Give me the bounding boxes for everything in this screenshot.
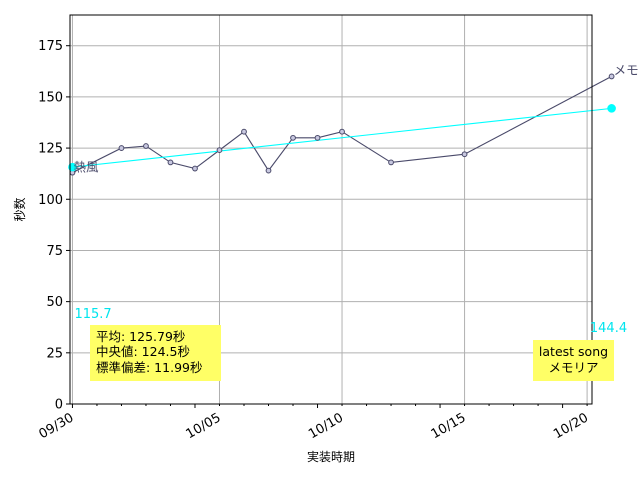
data-point <box>216 147 223 154</box>
song-duration-line <box>72 75 612 174</box>
data-point <box>461 151 468 158</box>
y-tick-label: 125 <box>38 142 63 157</box>
data-point <box>118 145 125 151</box>
trend-endpoint <box>607 104 616 113</box>
stats-box: 平均: 125.79秒 中央値: 124.5秒 標準偏差: 11.99秒 <box>90 325 221 381</box>
y-tick-label: 0 <box>55 398 63 413</box>
data-point <box>167 159 174 166</box>
x-tick-label: 10/10 <box>306 410 346 442</box>
stats-box-background <box>90 325 221 381</box>
data-point <box>265 167 272 174</box>
first-song-annotation: 熱風 <box>73 160 99 175</box>
x-tick-label: 10/15 <box>429 410 469 442</box>
x-tick-label: 10/05 <box>184 410 224 442</box>
series-layer <box>68 73 616 176</box>
latest-song-name: メモリア <box>548 360 598 375</box>
data-point <box>143 143 149 149</box>
data-point <box>314 134 321 141</box>
last-song-annotation: メモリア <box>614 62 640 77</box>
stats-mean: 平均: 125.79秒 <box>96 329 185 344</box>
y-tick-label: 100 <box>38 193 63 208</box>
y-tick-label: 50 <box>46 295 63 310</box>
data-point <box>192 165 198 172</box>
trend-end-value: 144.4 <box>590 321 627 336</box>
data-point <box>241 128 247 135</box>
data-point <box>290 134 296 141</box>
data-point <box>608 73 615 80</box>
stats-median: 中央値: 124.5秒 <box>96 344 190 359</box>
plot-frame <box>69 14 593 405</box>
trend-start-value: 115.7 <box>74 307 111 322</box>
data-point <box>339 128 345 135</box>
y-tick-label: 150 <box>38 90 63 105</box>
y-axis-label: 秒数 <box>12 197 27 221</box>
x-tick-label: 10/20 <box>551 410 591 442</box>
y-tick-label: 25 <box>46 346 63 361</box>
stats-stddev: 標準偏差: 11.99秒 <box>96 360 202 375</box>
x-tick-label: 09/30 <box>37 410 77 442</box>
y-tick-label: 75 <box>46 244 63 259</box>
latest-song-label: latest song <box>539 344 608 359</box>
x-axis-label: 実装時期 <box>307 449 355 464</box>
y-axis: 0 25 50 75 100 125 150 175 <box>38 39 70 413</box>
trend-line <box>72 107 612 168</box>
y-tick-label: 175 <box>38 39 63 54</box>
data-point <box>388 159 394 166</box>
latest-box-background <box>533 340 614 381</box>
x-axis: 09/30 10/05 10/10 10/15 10/20 <box>37 404 591 442</box>
latest-song-box: latest song メモリア <box>533 340 614 381</box>
